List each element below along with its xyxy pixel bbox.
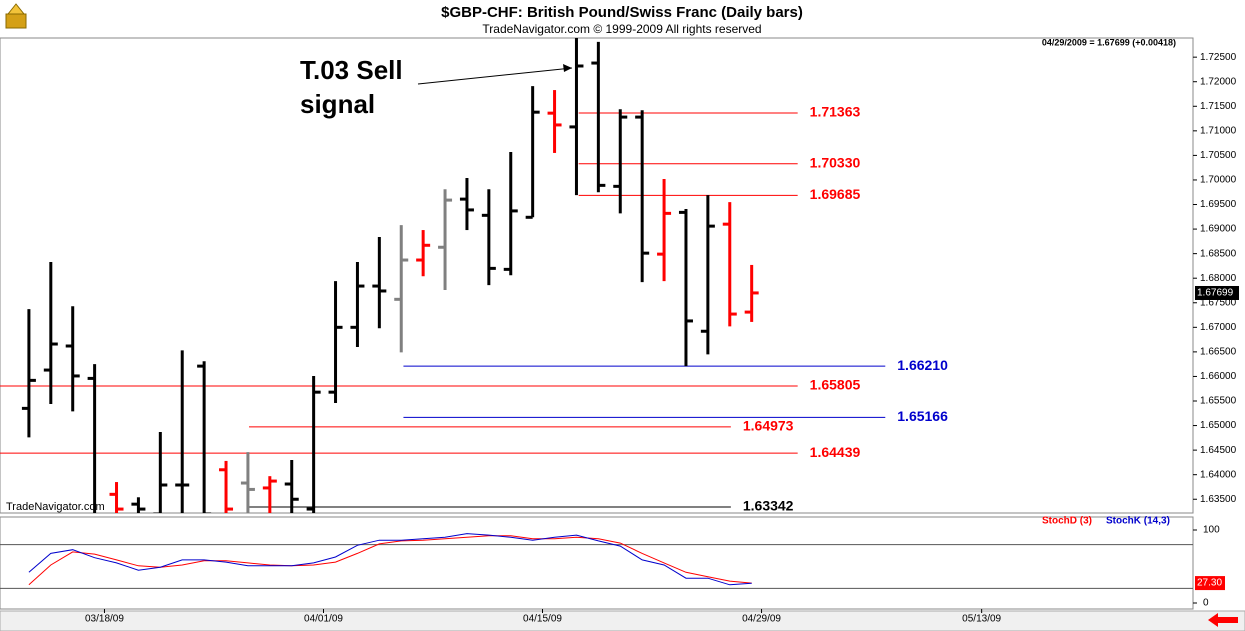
x-tick-label: 04/15/09 — [523, 614, 562, 625]
stoch-panel — [0, 516, 1194, 610]
y-tick-label: 100 — [1203, 525, 1220, 536]
x-tick-label: 03/18/09 — [85, 614, 124, 625]
last-value-box — [1195, 576, 1225, 591]
last-value-label: 27.30 — [1197, 578, 1222, 589]
level-label: 1.70330 — [810, 154, 861, 170]
y-tick-label: 1.65500 — [1200, 396, 1237, 407]
chart-subtitle: TradeNavigator.com © 1999-2009 All right… — [482, 22, 761, 36]
y-tick-label: 1.68000 — [1200, 273, 1237, 284]
y-tick-label: 1.72500 — [1200, 52, 1237, 63]
stoch-line — [28, 533, 752, 586]
x-tick-label: 04/29/09 — [742, 614, 781, 625]
y-tick-label: 1.70000 — [1200, 175, 1237, 186]
scroll-arrow[interactable] — [1208, 613, 1238, 627]
price-info: 04/29/2009 = 1.67699 (+0.00418) — [1042, 37, 1176, 47]
y-tick-label: 1.69500 — [1200, 199, 1237, 210]
level-label: 1.69685 — [810, 186, 861, 202]
y-tick-label: 1.65000 — [1200, 420, 1237, 431]
y-tick-label: 1.67000 — [1200, 322, 1237, 333]
y-tick-label: 1.67500 — [1200, 297, 1237, 308]
annotation: T.03 Sell — [300, 55, 403, 85]
x-tick-label: 04/01/09 — [304, 614, 343, 625]
y-tick-label: 1.71000 — [1200, 125, 1237, 136]
chart-title: $GBP-CHF: British Pound/Swiss Franc (Dai… — [441, 4, 803, 21]
stoch-line — [28, 535, 752, 586]
price-panel — [0, 37, 1194, 514]
level-label: 1.65805 — [810, 377, 861, 393]
last-value-box — [1195, 285, 1239, 300]
bars — [0, 38, 886, 513]
x-tick-label: 05/13/09 — [962, 614, 1001, 625]
legend-entry: StochD (3) — [1042, 516, 1092, 527]
level-label: 1.63342 — [743, 498, 794, 514]
annotation-arrowhead — [563, 64, 572, 72]
y-tick-label: 1.66500 — [1200, 347, 1237, 358]
y-tick-label: 1.70500 — [1200, 150, 1237, 161]
annotation-arrow — [417, 67, 573, 85]
date-axis-band — [0, 610, 1245, 631]
stoch-lines — [28, 533, 752, 586]
level-label: 1.64973 — [743, 418, 794, 434]
watermark: TradeNavigator.com — [6, 501, 105, 513]
logo — [5, 3, 27, 29]
y-tick-label: 1.66000 — [1200, 371, 1237, 382]
level-label: 1.64439 — [810, 444, 861, 460]
y-tick-label: 1.63500 — [1200, 494, 1237, 505]
level-label: 1.71363 — [810, 104, 861, 120]
y-tick-label: 1.71500 — [1200, 101, 1237, 112]
legend-entry: StochK (14,3) — [1106, 516, 1170, 527]
y-tick-label: 1.72000 — [1200, 76, 1237, 87]
y-tick-label: 1.64000 — [1200, 469, 1237, 480]
level-label: 1.66210 — [897, 357, 948, 373]
annotation: signal — [300, 89, 375, 119]
y-tick-label: 1.69000 — [1200, 224, 1237, 235]
y-tick-label: 1.68500 — [1200, 248, 1237, 259]
y-tick-label: 1.64500 — [1200, 445, 1237, 456]
y-tick-label: 0 — [1203, 598, 1209, 609]
last-value-label: 1.67699 — [1197, 288, 1234, 299]
level-label: 1.65166 — [897, 408, 948, 424]
